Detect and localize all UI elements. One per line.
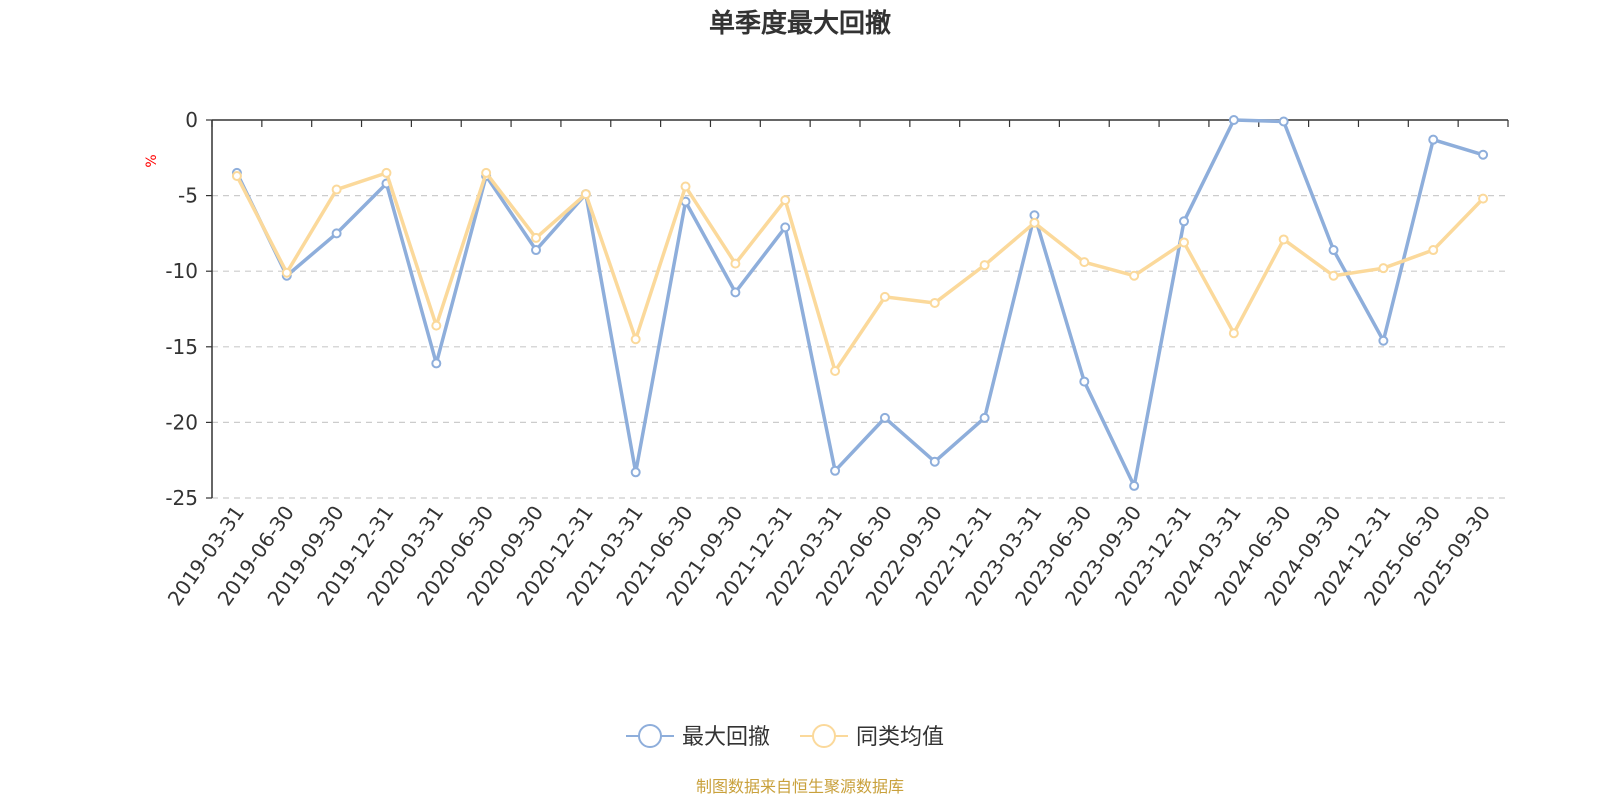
y-axis-unit: % <box>144 154 160 167</box>
chart-title: 单季度最大回撤 <box>709 8 891 39</box>
data-point <box>1478 193 1489 204</box>
data-point <box>1179 216 1189 227</box>
series-line-2 <box>235 171 1485 373</box>
data-point <box>431 320 442 331</box>
data-point <box>1428 134 1439 145</box>
series-line-1 <box>235 118 1484 488</box>
data-point <box>1278 116 1289 127</box>
data-point <box>481 167 492 178</box>
axes <box>206 119 1509 499</box>
data-point <box>780 222 791 233</box>
data-point <box>1328 270 1339 281</box>
data-point <box>730 287 741 298</box>
legend-label: 最大回撤 <box>682 725 770 750</box>
data-point <box>1278 234 1289 245</box>
data-point <box>879 291 890 302</box>
data-point <box>1228 328 1239 339</box>
data-point <box>830 465 841 476</box>
legend-marker <box>638 724 662 748</box>
data-point <box>630 334 641 345</box>
y-tick-label: 0 <box>185 108 198 132</box>
data-point <box>1328 245 1339 256</box>
grid-lines <box>212 195 1508 499</box>
y-tick-label: -25 <box>165 486 198 510</box>
data-point <box>830 365 841 376</box>
data-point <box>580 189 591 200</box>
data-point <box>1378 335 1389 346</box>
x-tick-labels: 2019-03-312019-06-302019-09-302019-12-31… <box>163 501 1495 610</box>
legend-item-2[interactable]: 同类均值 <box>800 724 944 750</box>
y-tick-labels: 0 -5 -10 -15 -20 -25 <box>165 108 198 510</box>
data-point <box>231 170 242 181</box>
data-point <box>1079 376 1090 387</box>
data-point <box>1179 237 1189 248</box>
data-point <box>730 258 741 269</box>
y-tick-label: -15 <box>165 335 198 359</box>
data-point <box>680 181 691 192</box>
data-point <box>1029 217 1040 228</box>
legend-marker <box>812 724 836 748</box>
data-point <box>381 167 392 178</box>
legend-label: 同类均值 <box>856 725 944 750</box>
data-point <box>531 232 541 243</box>
data-point <box>431 358 442 369</box>
data-point <box>1478 149 1489 160</box>
data-point <box>929 456 940 467</box>
data-point <box>1129 270 1140 281</box>
data-point <box>979 412 990 423</box>
data-point <box>879 412 890 423</box>
data-point <box>1228 115 1239 125</box>
legend[interactable]: 最大回撤 同类均值 <box>626 724 944 750</box>
data-point <box>1428 245 1439 256</box>
data-point <box>780 195 791 206</box>
data-point <box>1129 480 1140 491</box>
data-point <box>979 260 990 271</box>
data-point <box>1079 257 1090 268</box>
y-tick-label: -20 <box>165 410 198 434</box>
data-source-note: 制图数据来自恒生聚源数据库 <box>696 777 904 796</box>
legend-item-1[interactable]: 最大回撤 <box>626 724 770 750</box>
data-point <box>281 267 292 278</box>
data-point <box>1378 263 1389 274</box>
data-point <box>331 184 342 195</box>
y-tick-label: -10 <box>165 259 198 283</box>
data-point <box>531 245 541 256</box>
data-point <box>929 297 940 308</box>
data-point <box>331 228 342 239</box>
data-point <box>630 467 641 478</box>
y-tick-label: -5 <box>178 184 198 208</box>
series <box>231 115 1489 491</box>
